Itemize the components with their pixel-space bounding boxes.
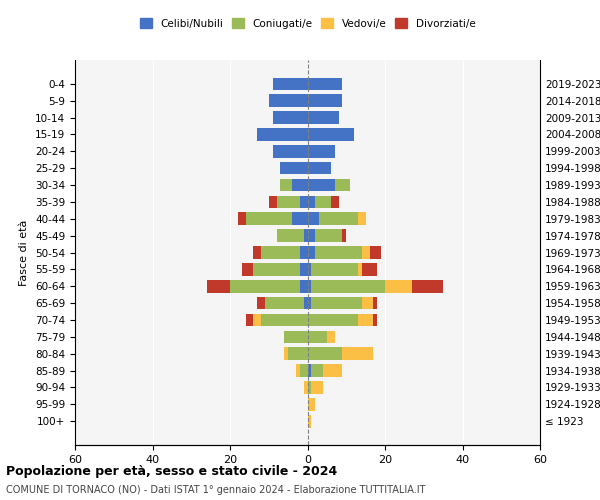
Bar <box>308 212 319 225</box>
Bar <box>308 330 327 343</box>
Bar <box>308 178 335 192</box>
Bar <box>288 348 308 360</box>
Y-axis label: Fasce di età: Fasce di età <box>19 220 29 286</box>
Bar <box>370 246 381 259</box>
Bar <box>308 94 343 107</box>
Bar <box>308 128 354 141</box>
Bar <box>292 178 308 192</box>
Bar <box>292 212 308 225</box>
Bar <box>331 196 338 208</box>
Bar <box>373 297 377 310</box>
Bar <box>308 230 315 242</box>
Bar <box>284 348 288 360</box>
Bar <box>253 314 261 326</box>
Bar <box>304 297 308 310</box>
Bar <box>242 263 253 276</box>
Bar <box>272 111 308 124</box>
Bar <box>304 381 308 394</box>
Bar <box>358 314 373 326</box>
Bar <box>304 230 308 242</box>
Bar <box>277 230 304 242</box>
Bar <box>265 297 304 310</box>
Bar <box>308 111 338 124</box>
Bar <box>238 212 245 225</box>
Bar <box>311 280 385 292</box>
Bar <box>269 196 277 208</box>
Bar <box>308 162 331 174</box>
Bar <box>253 246 261 259</box>
Bar <box>261 246 300 259</box>
Bar <box>358 212 365 225</box>
Bar <box>269 94 308 107</box>
Bar <box>362 263 377 276</box>
Bar <box>300 196 308 208</box>
Bar <box>362 297 373 310</box>
Bar <box>257 128 308 141</box>
Bar <box>362 246 370 259</box>
Bar <box>308 398 315 410</box>
Legend: Celibi/Nubili, Coniugati/e, Vedovi/e, Divorziati/e: Celibi/Nubili, Coniugati/e, Vedovi/e, Di… <box>137 15 478 32</box>
Bar <box>323 364 343 377</box>
Bar <box>230 280 300 292</box>
Bar <box>300 280 308 292</box>
Bar <box>308 78 343 90</box>
Bar <box>311 381 323 394</box>
Bar <box>343 230 346 242</box>
Bar <box>358 263 362 276</box>
Bar <box>207 280 230 292</box>
Bar <box>296 364 300 377</box>
Bar <box>300 364 308 377</box>
Bar <box>311 297 362 310</box>
Bar <box>245 314 253 326</box>
Bar <box>311 263 358 276</box>
Bar <box>261 314 308 326</box>
Bar <box>311 364 323 377</box>
Text: COMUNE DI TORNACO (NO) - Dati ISTAT 1° gennaio 2024 - Elaborazione TUTTITALIA.IT: COMUNE DI TORNACO (NO) - Dati ISTAT 1° g… <box>6 485 425 495</box>
Bar <box>327 330 335 343</box>
Bar <box>280 162 308 174</box>
Bar <box>412 280 443 292</box>
Bar <box>272 145 308 158</box>
Bar <box>315 230 343 242</box>
Bar <box>253 263 300 276</box>
Text: Popolazione per età, sesso e stato civile - 2024: Popolazione per età, sesso e stato civil… <box>6 465 337 478</box>
Bar <box>308 145 335 158</box>
Bar <box>277 196 300 208</box>
Bar <box>315 196 331 208</box>
Bar <box>308 415 311 428</box>
Bar <box>308 280 311 292</box>
Bar <box>300 246 308 259</box>
Bar <box>308 314 358 326</box>
Bar <box>343 348 373 360</box>
Bar <box>335 178 350 192</box>
Bar <box>319 212 358 225</box>
Bar <box>257 297 265 310</box>
Bar <box>385 280 412 292</box>
Bar <box>308 348 343 360</box>
Bar <box>308 364 311 377</box>
Bar <box>308 381 311 394</box>
Bar <box>308 246 315 259</box>
Bar <box>308 297 311 310</box>
Bar <box>284 330 308 343</box>
Bar <box>272 78 308 90</box>
Bar <box>315 246 362 259</box>
Bar <box>245 212 292 225</box>
Bar <box>280 178 292 192</box>
Bar <box>308 263 311 276</box>
Bar <box>373 314 377 326</box>
Bar <box>300 263 308 276</box>
Bar <box>308 196 315 208</box>
